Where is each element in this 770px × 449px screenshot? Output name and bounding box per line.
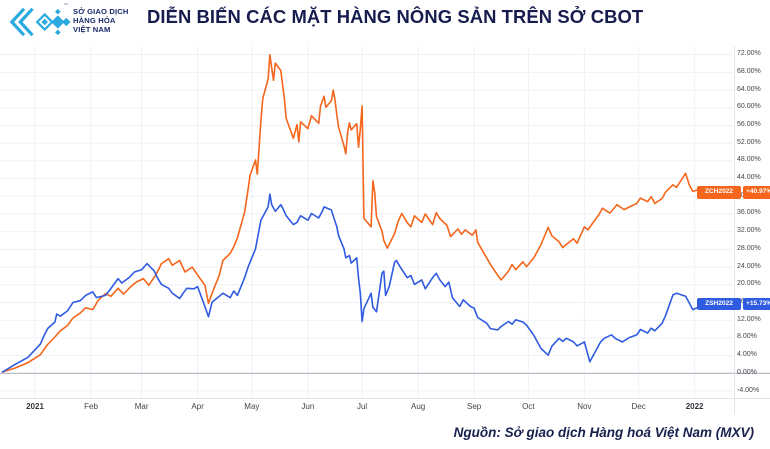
x-axis-label: Oct	[522, 402, 535, 411]
source-note: Nguồn: Sở giao dịch Hàng hoá Việt Nam (M…	[453, 425, 754, 440]
y-axis-label: 64.00%	[737, 85, 761, 93]
logo-text-line1: SỞ GIAO DỊCH	[73, 7, 129, 16]
y-axis-label: 72.00%	[737, 50, 761, 58]
x-axis-label: Mar	[134, 402, 149, 411]
series-change-chip: +40.97%	[743, 185, 770, 199]
logo-text-line3: VIỆT NAM	[73, 25, 111, 35]
x-axis-label: Nov	[577, 402, 592, 411]
x-axis-label: Aug	[410, 402, 426, 411]
y-axis-label: 28.00%	[737, 244, 761, 252]
x-axis-label: 2022	[685, 402, 704, 411]
y-axis-label: 8.00%	[737, 333, 757, 341]
y-axis-label: 36.00%	[737, 209, 761, 217]
series-name-chip: ZSH2022	[697, 297, 741, 311]
x-axis-label: Jul	[356, 402, 368, 411]
y-axis-label: 44.00%	[737, 174, 761, 182]
y-axis-label: 20.00%	[737, 280, 761, 288]
series-change-chip: +15.73%	[743, 297, 770, 311]
y-axis-label: 68.00%	[737, 67, 761, 75]
header: ™ SỞ GIAO DỊCH HÀNG HÓA VIỆT NAM DIỄN BI…	[0, 0, 770, 45]
mxv-logo-text: SỞ GIAO DỊCH HÀNG HÓA VIỆT NAM	[73, 7, 129, 34]
mxv-logo-icon	[9, 7, 71, 37]
x-axis-label: Sep	[467, 402, 482, 411]
x-axis-label: Dec	[631, 402, 646, 411]
series-line-zch2022	[1, 53, 705, 373]
y-axis-label: 32.00%	[737, 227, 761, 235]
logo-text-line2: HÀNG HÓA	[73, 16, 116, 26]
y-axis-label: 56.00%	[737, 120, 761, 128]
y-axis-label: 0.00%	[737, 368, 757, 376]
y-axis-label: 4.00%	[737, 351, 757, 359]
y-axis-label: 24.00%	[737, 262, 761, 270]
trademark-symbol: ™	[63, 3, 69, 9]
y-axis-label: 48.00%	[737, 156, 761, 164]
y-axis-label: 12.00%	[737, 315, 761, 323]
y-axis-label: -4.00%	[737, 386, 760, 394]
x-axis-label: Feb	[84, 402, 98, 411]
y-axis-label: 52.00%	[737, 138, 761, 146]
series-badge-zsh2022: ZSH2022 +15.73%	[697, 297, 770, 311]
x-axis-label: Apr	[191, 402, 204, 411]
y-axis-label: 60.00%	[737, 103, 761, 111]
series-badge-zch2022: ZCH2022 +40.97%	[697, 185, 770, 199]
series-line-zsh2022	[1, 193, 705, 373]
x-axis-label: Jun	[301, 402, 315, 411]
x-axis-label: May	[244, 402, 260, 411]
x-axis-label: 2021	[26, 402, 44, 411]
page-title: DIỄN BIẾN CÁC MẶT HÀNG NÔNG SẢN TRÊN SỞ …	[147, 6, 644, 27]
series-name-chip: ZCH2022	[697, 185, 741, 199]
